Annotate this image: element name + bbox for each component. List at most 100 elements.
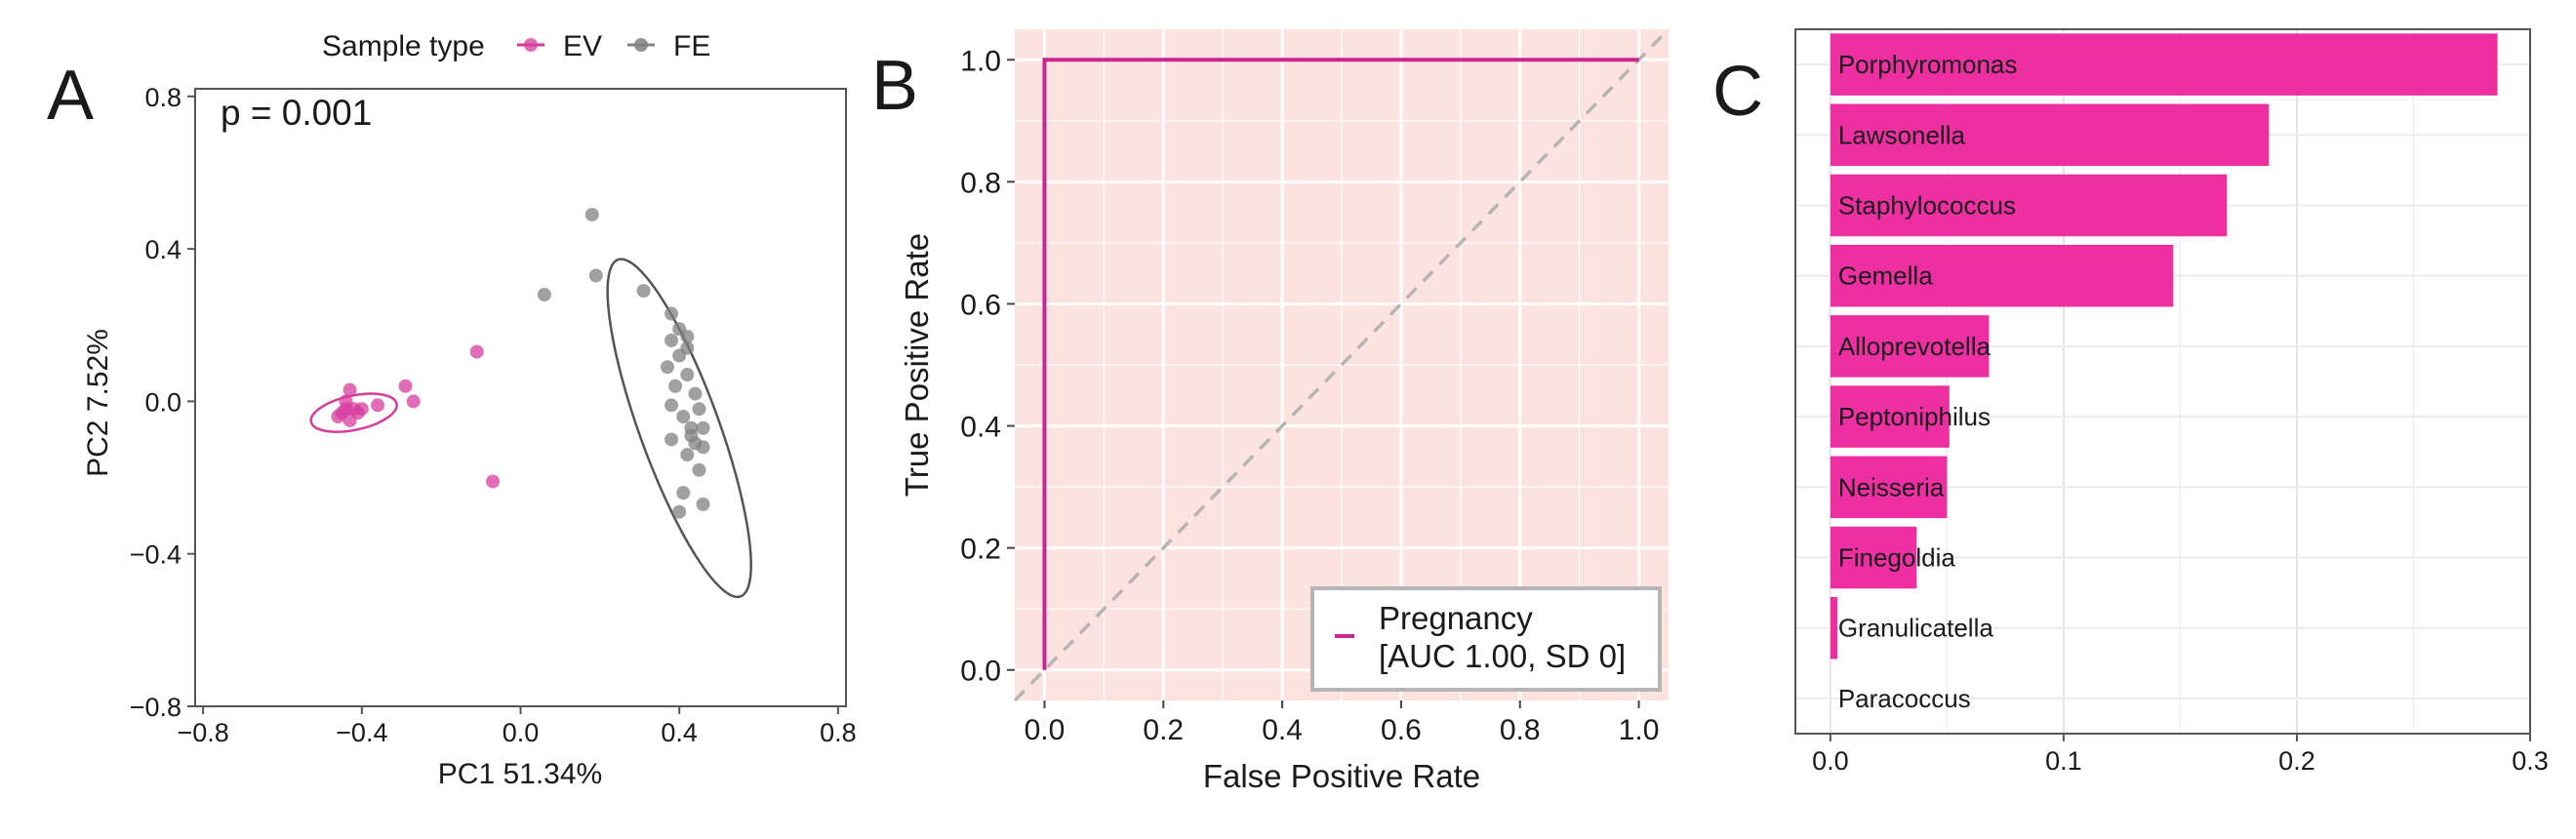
point-fe bbox=[660, 360, 674, 375]
y-tick-label: −0.4 bbox=[130, 540, 181, 570]
bar-label: Alloprevotella bbox=[1838, 332, 1992, 361]
x-tick-label: 0.0 bbox=[1812, 746, 1849, 776]
x-tick-label: 0.8 bbox=[820, 718, 857, 747]
bar-label: Paracoccus bbox=[1838, 684, 1971, 713]
panel-c-bars: Porphyromonas Lawsonella Staphylococcus Gem… bbox=[1830, 33, 2498, 713]
x-tick-label: −0.4 bbox=[336, 718, 387, 747]
point-fe bbox=[537, 288, 551, 301]
x-tick-label: 0.4 bbox=[1262, 714, 1303, 746]
bar bbox=[1830, 315, 1990, 378]
bar bbox=[1830, 33, 2498, 96]
x-tick-label: 0.1 bbox=[2045, 746, 2082, 776]
point-fe bbox=[664, 432, 679, 447]
x-tick-label: 0.6 bbox=[1381, 714, 1422, 746]
y-tick-label: 0.6 bbox=[960, 289, 1001, 321]
bar bbox=[1830, 385, 1950, 448]
panel-a-legend-title: Sample type bbox=[322, 30, 485, 62]
point-fe bbox=[672, 504, 687, 519]
x-tick-label: 0.2 bbox=[1143, 714, 1184, 746]
point-ev bbox=[354, 402, 369, 417]
point-fe bbox=[692, 462, 706, 477]
point-fe bbox=[664, 306, 679, 321]
point-fe bbox=[680, 448, 695, 462]
point-fe bbox=[684, 420, 699, 435]
x-tick-label: 0.4 bbox=[661, 718, 698, 747]
legend-label-pregnancy-line2: [AUC 1.00, SD 0] bbox=[1379, 638, 1626, 674]
bar bbox=[1830, 174, 2228, 237]
point-fe bbox=[692, 402, 706, 417]
y-tick-label: 1.0 bbox=[960, 45, 1001, 77]
bar-label: Finegoldia bbox=[1838, 543, 1956, 573]
point-fe bbox=[588, 268, 603, 283]
panel-b-legend-box bbox=[1310, 586, 1662, 692]
bar-label: Staphylococcus bbox=[1838, 191, 2016, 220]
bar-label: Granulicatella bbox=[1838, 614, 1994, 643]
panel-b: B 0.0 0.2 0.4 0.6 0.8 1.0 0.00.20.40.60.81.0 … bbox=[871, 27, 1670, 794]
panel-a-y-axis: −0.8 −0.4 0.0 0.4 0.8 bbox=[130, 83, 195, 722]
panel-c: C Porphyromonas Lawsonella Staphylococcus G… bbox=[1712, 28, 2549, 776]
bar-label: Lawsonella bbox=[1838, 120, 1966, 149]
panel-b-letter: B bbox=[871, 47, 918, 125]
bar-label: Peptoniphilus bbox=[1838, 402, 1991, 431]
panel-b-xlabel: False Positive Rate bbox=[1203, 758, 1480, 794]
point-ev bbox=[398, 379, 413, 393]
x-tick-label: −0.8 bbox=[177, 718, 228, 747]
bar bbox=[1830, 103, 2270, 167]
panel-a-x-axis: −0.8 −0.4 0.0 0.4 0.8 bbox=[177, 706, 857, 747]
bar bbox=[1830, 456, 1948, 519]
point-fe bbox=[664, 333, 679, 347]
x-tick-label: 0.0 bbox=[503, 718, 540, 747]
point-fe bbox=[676, 410, 691, 424]
point-ev bbox=[342, 382, 357, 397]
y-tick-label: 0.4 bbox=[144, 235, 181, 264]
legend-label-pregnancy-line1: Pregnancy bbox=[1379, 600, 1533, 636]
panel-b-y-axis: 0.0 0.2 0.4 0.6 0.8 1.0 bbox=[960, 45, 1015, 688]
bar-label: Neisseria bbox=[1838, 472, 1945, 501]
x-tick-label: 0.2 bbox=[2278, 746, 2315, 776]
panel-a-plot-border bbox=[194, 88, 847, 707]
point-ev bbox=[406, 394, 421, 409]
bar bbox=[1830, 526, 1917, 589]
point-ev bbox=[486, 474, 501, 489]
panel-b-ylabel: True Positive Rate bbox=[899, 233, 935, 497]
bar bbox=[1830, 596, 1838, 659]
x-tick-label: 0.0 bbox=[1025, 714, 1066, 746]
legend-label-fe: FE bbox=[673, 30, 710, 62]
point-fe bbox=[680, 340, 695, 355]
y-tick-label: −0.8 bbox=[130, 693, 181, 722]
legend-key-ev bbox=[517, 38, 544, 52]
point-ev bbox=[469, 344, 484, 359]
panel-c-plot-border bbox=[1794, 28, 2531, 735]
y-tick-label: 0.0 bbox=[960, 656, 1001, 688]
point-fe bbox=[664, 398, 679, 413]
point-fe bbox=[688, 436, 703, 451]
chance-diagonal-line bbox=[1013, 27, 1670, 702]
panel-c-letter: C bbox=[1712, 53, 1763, 131]
legend-key-fe bbox=[627, 38, 655, 52]
panel-a-legend: Sample type EV FE bbox=[322, 30, 710, 62]
point-fe bbox=[680, 329, 695, 343]
panel-a-annotation: p = 0.001 bbox=[221, 93, 372, 133]
point-ev bbox=[371, 398, 385, 413]
panel-a-xlabel: PC1 51.34% bbox=[438, 758, 602, 790]
point-fe bbox=[680, 368, 695, 382]
panel-a-letter: A bbox=[47, 57, 94, 135]
bar bbox=[1830, 244, 2174, 307]
panel-b-legend: Pregnancy [AUC 1.00, SD 0] bbox=[1310, 586, 1662, 692]
x-tick-label: 0.8 bbox=[1500, 714, 1541, 746]
x-tick-label: 0.3 bbox=[2512, 746, 2549, 776]
y-tick-label: 0.4 bbox=[960, 412, 1001, 444]
y-tick-label: 0.0 bbox=[144, 387, 181, 417]
panel-a-ylabel: PC2 7.52% bbox=[82, 329, 114, 477]
panel-a: A Sample type EV FE −0.8 −0.4 0.0 0.4 0.8 −0… bbox=[47, 30, 857, 790]
bar-label: Porphyromonas bbox=[1838, 50, 2018, 79]
point-fe bbox=[696, 420, 710, 435]
panel-c-x-axis: 0.0 0.1 0.2 0.3 bbox=[1812, 734, 2549, 776]
x-tick-label: 1.0 bbox=[1619, 714, 1660, 746]
point-fe bbox=[688, 386, 703, 401]
panel-a-points bbox=[331, 207, 710, 519]
roc-curve-pregnancy bbox=[1042, 58, 1639, 670]
panel-b-lines bbox=[1013, 27, 1670, 702]
point-fe bbox=[584, 207, 599, 221]
